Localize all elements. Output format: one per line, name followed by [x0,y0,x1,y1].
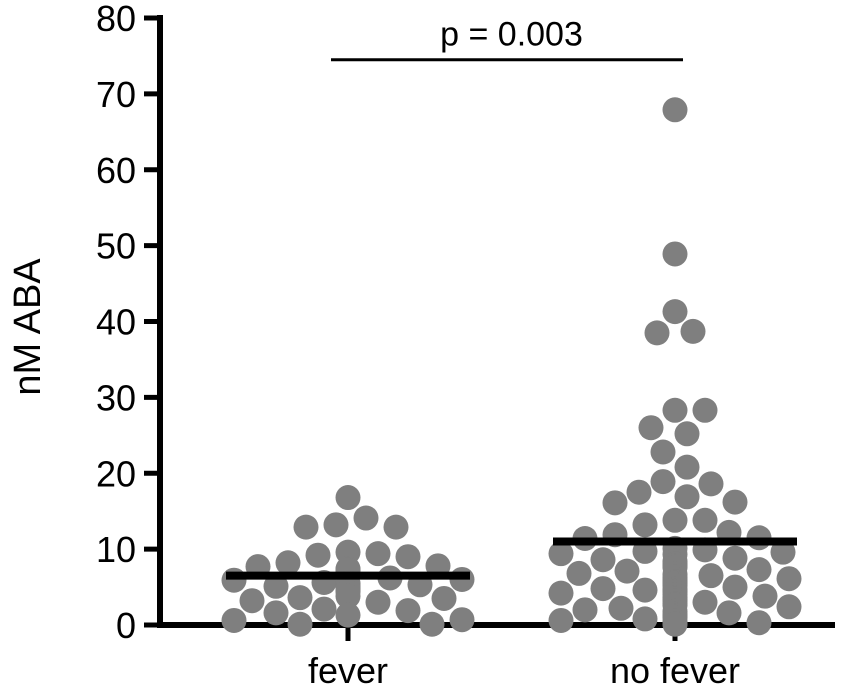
y-tick-label: 40 [96,302,136,343]
y-tick-label: 10 [96,529,136,570]
data-point [746,557,772,583]
y-tick-label: 60 [96,150,136,191]
data-point [335,583,361,609]
data-point [776,594,802,620]
data-point [365,541,391,567]
data-point [722,574,748,600]
data-point [698,471,724,497]
x-category-label: no fever [610,650,740,691]
data-point [680,318,706,344]
data-point [662,299,688,325]
data-point [626,479,652,505]
data-point [632,512,658,538]
data-point [674,421,700,447]
y-axis-label: nM ABA [7,258,49,396]
data-point [752,583,778,609]
data-point [395,598,421,624]
data-point [722,489,748,515]
data-point [698,563,724,589]
data-point [662,241,688,267]
data-point [221,567,247,593]
y-tick-label: 30 [96,377,136,418]
data-point [746,610,772,636]
data-point [632,606,658,632]
data-point [263,600,289,626]
data-point [395,544,421,570]
data-point [548,541,574,567]
data-point [722,545,748,571]
y-tick-label: 20 [96,453,136,494]
data-point [608,595,634,621]
data-point [662,611,688,637]
data-point [674,484,700,510]
data-point [305,542,331,568]
data-point [287,585,313,611]
data-point [662,97,688,123]
data-point [293,514,319,540]
axes: 0 10 20 30 40 50 60 70 80 fever no fever [96,0,835,691]
data-point [692,589,718,615]
data-point [353,505,379,531]
data-point [383,514,409,540]
data-point [602,490,628,516]
data-point [431,585,457,611]
data-point [716,600,742,626]
significance-annotation: p = 0.003 [331,16,683,62]
data-point [275,550,301,576]
data-point [692,397,718,423]
data-point [419,611,445,637]
data-point [335,485,361,511]
data-point [776,566,802,592]
data-point [239,588,265,614]
y-ticks: 0 10 20 30 40 50 60 70 80 [96,0,160,646]
y-tick-label: 0 [116,605,136,646]
y-tick-label: 50 [96,226,136,267]
data-points [221,97,802,637]
p-value-label: p = 0.003 [440,16,583,54]
data-point [650,439,676,465]
data-point [263,573,289,599]
data-point [674,454,700,480]
data-point [311,596,337,622]
data-point [662,397,688,423]
data-point [566,560,592,586]
data-point [644,320,670,346]
data-point [449,607,475,633]
data-point [590,547,616,573]
data-point [632,577,658,603]
data-point [365,589,391,615]
y-tick-label: 70 [96,74,136,115]
x-ticks: fever no fever [308,625,740,691]
data-point [662,507,688,533]
data-point [287,611,313,637]
data-point [614,558,640,584]
data-point [221,607,247,633]
data-point [323,512,349,538]
mean-bars [226,537,797,580]
data-point [638,415,664,441]
x-category-label: fever [308,650,388,691]
data-point [548,580,574,606]
data-point [548,607,574,633]
data-point [572,597,598,623]
data-point [335,602,361,628]
data-point [770,539,796,565]
y-tick-label: 80 [96,0,136,39]
data-point [650,469,676,495]
data-point [590,576,616,602]
data-point [692,507,718,533]
